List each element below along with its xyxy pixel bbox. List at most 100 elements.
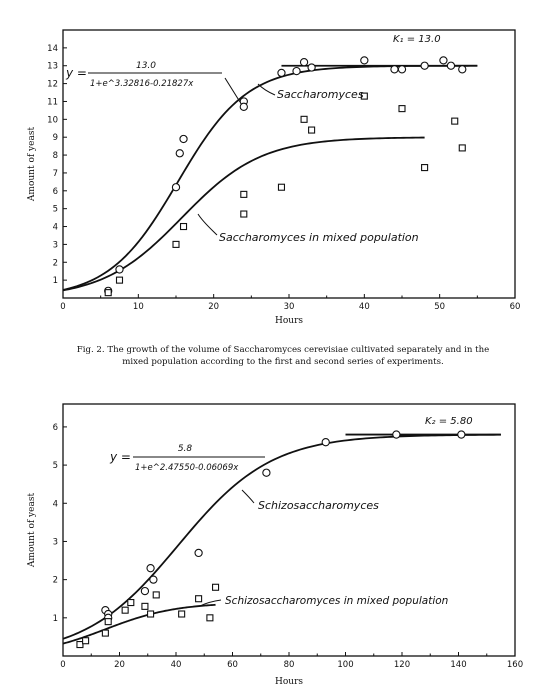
figure-caption-line1: Fig. 2. The growth of the volume of Sacc… [77, 345, 489, 355]
chart1-series2-leader [198, 214, 217, 235]
chart1-series1-point [421, 62, 428, 69]
chart1-series2-label: Saccharomyces in mixed population [219, 231, 419, 244]
chart2-series2-point [105, 619, 111, 625]
chart2-xtick-label: 160 [507, 660, 523, 670]
chart1-xtick-label: 60 [510, 302, 521, 312]
chart1-ytick-label: 10 [47, 115, 58, 125]
chart1-series1-point [176, 150, 183, 157]
chart1-series2-point [181, 224, 187, 230]
schizosaccharomyces-chart: 0 20 40 60 80 100 120 140 160 1 2 3 4 5 6 Hours Amount… [27, 404, 523, 687]
chart2-series2-point [102, 630, 108, 636]
chart1-series1-point [240, 103, 247, 110]
chart2-ytick-label: 3 [53, 537, 58, 547]
chart2-series2-point [196, 596, 202, 602]
chart1-xtick-label: 0 [60, 302, 65, 312]
chart2-xtick-label: 40 [171, 660, 182, 670]
chart2-equation-numerator: 5.8 [178, 444, 193, 454]
chart2-series2-point [213, 584, 219, 590]
chart2-xtick-label: 0 [60, 660, 65, 670]
chart1-equation-numerator: 13.0 [136, 61, 156, 71]
chart1-series1-point [459, 66, 466, 73]
chart2-xtick-label: 20 [114, 660, 125, 670]
chart2-series1-point [393, 431, 400, 438]
chart1-ytick-label: 9 [53, 133, 58, 143]
chart1-ytick-label: 13 [47, 62, 58, 72]
chart2-frame [63, 404, 515, 656]
chart1-series2-point [117, 277, 123, 283]
chart1-series1-point [361, 57, 368, 64]
chart1-xtick-label: 40 [359, 302, 370, 312]
chart2-series2-point [207, 615, 213, 621]
chart1-xtick-label: 20 [208, 302, 219, 312]
chart1-series2-point [452, 118, 458, 124]
chart1-ytick-label: 8 [53, 151, 58, 161]
chart2-ytick-label: 1 [53, 614, 58, 624]
chart1-series2-point [422, 165, 428, 171]
chart1-series2-point [459, 145, 465, 151]
chart1-series2-point [278, 184, 284, 190]
chart2-series1-point [263, 469, 270, 476]
chart1-series1-curve [63, 66, 477, 290]
chart1-ytick-label: 3 [53, 240, 58, 250]
chart2-series1-label: Schizosaccharomyces [258, 499, 379, 512]
chart2-ytick-label: 5 [53, 461, 58, 471]
chart2-asymptote-label: K₂ = 5.80 [425, 416, 473, 427]
chart1-series1-point [440, 57, 447, 64]
chart2-series2-point [122, 607, 128, 613]
chart1-series1-point [293, 67, 300, 74]
chart1-equation-denominator: 1+e^3.32816-0.21827x [90, 79, 194, 89]
chart1-xlabel: Hours [275, 316, 303, 326]
chart1-series2-point [301, 116, 307, 122]
chart2-xlabel: Hours [275, 677, 303, 687]
chart2-series1-point [147, 565, 154, 572]
chart1-series1-point [116, 266, 123, 273]
chart2-series2-point [83, 638, 89, 644]
chart1-series1-point [300, 59, 307, 66]
chart1-ytick-label: 4 [53, 223, 58, 233]
chart2-series1-leader [242, 490, 254, 503]
chart1-ytick-label: 1 [53, 276, 58, 286]
chart2-series1-point [322, 439, 329, 446]
chart1-ylabel: Amount of yeast [27, 127, 37, 203]
chart1-ytick-label: 14 [47, 44, 58, 54]
chart2-xtick-label: 140 [450, 660, 466, 670]
chart2-ylabel: Amount of yeast [27, 493, 37, 569]
chart1-series1-point [391, 66, 398, 73]
chart1-series2-point [309, 127, 315, 133]
figure-caption-line2: mixed population according to the first … [122, 357, 444, 367]
chart2-series2-point [148, 611, 154, 617]
chart2-xtick-label: 80 [284, 660, 295, 670]
chart2-series2-point [77, 642, 83, 648]
chart1-series2-point [241, 191, 247, 197]
chart2-xtick-label: 100 [337, 660, 353, 670]
chart2-series1-point [195, 549, 202, 556]
chart1-series1-point [172, 184, 179, 191]
chart1-series1-label: Saccharomyces [277, 88, 364, 101]
chart2-equation-prefix: y = [109, 450, 131, 464]
chart1-series1-leader [225, 78, 240, 102]
chart2-xtick-label: 60 [227, 660, 238, 670]
chart2-series2-point [153, 592, 159, 598]
chart2-series1-point [141, 587, 148, 594]
chart1-ytick-label: 12 [47, 80, 58, 90]
chart1-xtick-label: 50 [434, 302, 445, 312]
chart1-xtick-label: 30 [284, 302, 295, 312]
chart1-series1-point [180, 135, 187, 142]
chart2-ytick-label: 2 [53, 576, 58, 586]
chart2-series1-point [150, 576, 157, 583]
chart1-ytick-label: 6 [53, 187, 58, 197]
chart1-asymptote-label: K₁ = 13.0 [393, 34, 441, 45]
chart1-series2-point [241, 211, 247, 217]
chart2-ytick-label: 6 [53, 423, 58, 433]
saccharomyces-chart: 0 10 20 30 40 50 601234567891011121314 Hours A… [27, 30, 520, 326]
chart1-xtick-label: 10 [133, 302, 144, 312]
chart2-xtick-label: 120 [394, 660, 410, 670]
chart1-equation-prefix: y = [65, 66, 87, 80]
chart1-ytick-label: 11 [47, 97, 58, 107]
chart2-equation-denominator: 1+e^2.47550-0.06069x [135, 463, 239, 473]
chart1-series2-point [105, 290, 111, 296]
chart1-curves [63, 66, 477, 291]
chart1-series2-point [399, 106, 405, 112]
chart2-ytick-label: 4 [53, 499, 58, 509]
